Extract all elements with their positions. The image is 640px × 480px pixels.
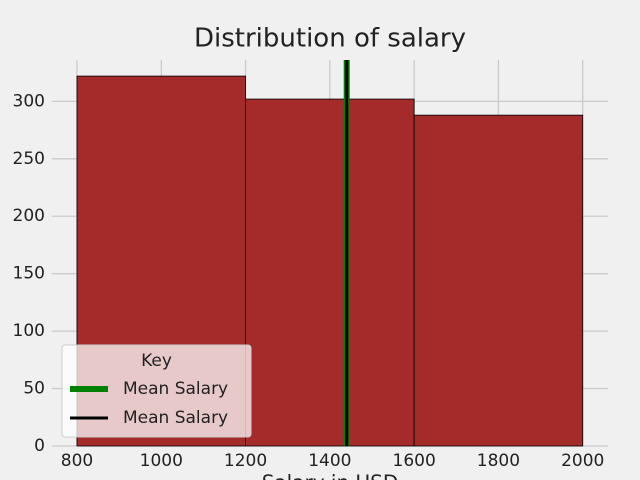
x-tick-label: 1000 bbox=[140, 451, 183, 471]
x-tick-label: 800 bbox=[61, 451, 93, 471]
y-tick-label: 150 bbox=[13, 264, 45, 284]
y-tick-label: 50 bbox=[23, 379, 45, 399]
x-tick-label: 1600 bbox=[393, 451, 436, 471]
legend: Key Mean Salary Mean Salary bbox=[61, 344, 252, 438]
legend-label: Mean Salary bbox=[123, 379, 228, 399]
x-tick-label: 2000 bbox=[561, 451, 604, 471]
bar bbox=[245, 98, 415, 447]
bar bbox=[413, 114, 584, 447]
chart-title: Distribution of salary bbox=[194, 24, 466, 54]
y-tick-label: 250 bbox=[13, 149, 45, 169]
legend-title: Key bbox=[141, 351, 172, 371]
x-tick-label: 1800 bbox=[477, 451, 520, 471]
x-tick-label: 1400 bbox=[308, 451, 351, 471]
x-tick-label: 1200 bbox=[224, 451, 267, 471]
legend-box bbox=[61, 344, 252, 438]
y-tick-label: 300 bbox=[13, 91, 45, 111]
y-tick-label: 0 bbox=[34, 436, 45, 456]
y-tick-label: 200 bbox=[13, 206, 45, 226]
x-axis-label: Salary in USD bbox=[262, 471, 399, 480]
y-tick-label: 100 bbox=[13, 321, 45, 341]
legend-label: Mean Salary bbox=[123, 408, 228, 428]
